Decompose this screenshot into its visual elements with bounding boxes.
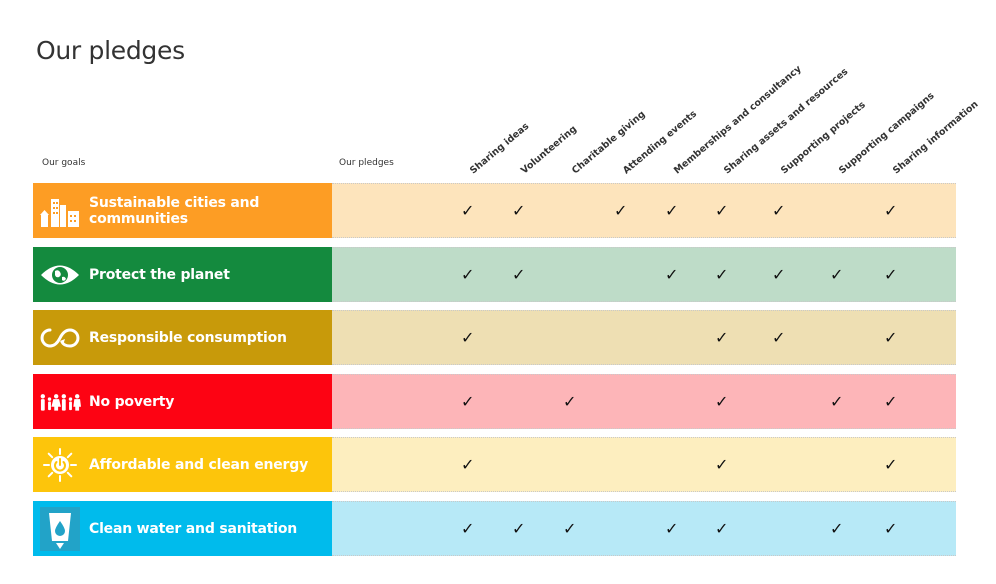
goal-cell: Clean water and sanitation	[33, 501, 332, 556]
check-mark-icon: ✓	[461, 455, 475, 474]
goal-cell: Affordable and clean energy	[33, 437, 332, 492]
check-mark-icon: ✓	[772, 201, 786, 220]
column-header-8: Sharing information	[891, 98, 981, 177]
goal-cell: Protect the planet	[33, 247, 332, 302]
goal-label: No poverty	[89, 393, 175, 410]
column-header-2: Charitable giving	[570, 108, 648, 177]
pledge-cells: ✓ ✓ ✓ ✓ ✓ ✓ ✓	[332, 501, 956, 556]
table-row: Affordable and clean energy ✓ ✓ ✓	[33, 437, 956, 492]
infinity-loop-icon	[39, 320, 81, 356]
goals-column-header: Our goals	[42, 158, 86, 168]
page-title: Our pledges	[36, 36, 185, 65]
check-mark-icon: ✓	[715, 201, 729, 220]
pledge-cells: ✓ ✓ ✓	[332, 437, 956, 492]
check-mark-icon: ✓	[715, 265, 729, 284]
column-header-3: Attending events	[621, 108, 700, 177]
check-mark-icon: ✓	[512, 519, 526, 538]
check-mark-icon: ✓	[715, 328, 729, 347]
table-row: Sustainable cities and communities ✓ ✓ ✓ ✓ ✓ ✓…	[33, 183, 956, 238]
city-buildings-icon	[39, 193, 81, 229]
column-header-5: Sharing assets and resources	[722, 66, 851, 177]
pledge-cells: ✓ ✓ ✓ ✓ ✓ ✓ ✓	[332, 183, 956, 238]
goal-cell: Responsible consumption	[33, 310, 332, 365]
pledges-column-header: Our pledges	[339, 158, 394, 168]
sun-power-icon	[39, 447, 81, 483]
goal-label: Sustainable cities and communities	[89, 194, 260, 227]
water-glass-icon	[39, 506, 81, 551]
column-header-0: Sharing ideas	[468, 120, 532, 177]
check-mark-icon: ✓	[461, 392, 475, 411]
check-mark-icon: ✓	[715, 455, 729, 474]
check-mark-icon: ✓	[461, 328, 475, 347]
check-mark-icon: ✓	[830, 392, 844, 411]
goal-label: Responsible consumption	[89, 329, 287, 346]
check-mark-icon: ✓	[461, 265, 475, 284]
table-row: No poverty ✓ ✓ ✓ ✓ ✓	[33, 374, 956, 429]
table-row: Responsible consumption ✓ ✓ ✓ ✓	[33, 310, 956, 365]
column-header-6: Supporting projects	[779, 99, 868, 177]
check-mark-icon: ✓	[665, 519, 679, 538]
check-mark-icon: ✓	[772, 265, 786, 284]
check-mark-icon: ✓	[884, 265, 898, 284]
column-header-1: Volunteering	[519, 123, 579, 177]
check-mark-icon: ✓	[715, 519, 729, 538]
check-mark-icon: ✓	[830, 265, 844, 284]
check-mark-icon: ✓	[884, 519, 898, 538]
goal-label: Protect the planet	[89, 266, 230, 283]
pledge-cells: ✓ ✓ ✓ ✓ ✓ ✓ ✓	[332, 247, 956, 302]
column-header-7: Supporting campaigns	[837, 90, 937, 177]
check-mark-icon: ✓	[461, 201, 475, 220]
check-mark-icon: ✓	[884, 328, 898, 347]
check-mark-icon: ✓	[512, 265, 526, 284]
goal-cell: Sustainable cities and communities	[33, 183, 332, 238]
check-mark-icon: ✓	[512, 201, 526, 220]
check-mark-icon: ✓	[884, 455, 898, 474]
check-mark-icon: ✓	[830, 519, 844, 538]
check-mark-icon: ✓	[884, 201, 898, 220]
column-header-4: Memberships and consultancy	[672, 63, 804, 177]
check-mark-icon: ✓	[772, 328, 786, 347]
check-mark-icon: ✓	[884, 392, 898, 411]
people-family-icon	[39, 384, 81, 420]
check-mark-icon: ✓	[665, 201, 679, 220]
goal-cell: No poverty	[33, 374, 332, 429]
table-row: Protect the planet ✓ ✓ ✓ ✓ ✓ ✓ ✓	[33, 247, 956, 302]
column-headers: Sharing ideas Volunteering Charitable givi…	[0, 0, 996, 180]
earth-eye-icon	[39, 257, 81, 293]
check-mark-icon: ✓	[665, 265, 679, 284]
check-mark-icon: ✓	[614, 201, 628, 220]
goal-label: Affordable and clean energy	[89, 456, 308, 473]
check-mark-icon: ✓	[563, 392, 577, 411]
table-row: Clean water and sanitation ✓ ✓ ✓ ✓ ✓ ✓ ✓	[33, 501, 956, 556]
check-mark-icon: ✓	[461, 519, 475, 538]
goal-label: Clean water and sanitation	[89, 520, 298, 537]
pledge-cells: ✓ ✓ ✓ ✓	[332, 310, 956, 365]
pledge-cells: ✓ ✓ ✓ ✓ ✓	[332, 374, 956, 429]
check-mark-icon: ✓	[715, 392, 729, 411]
check-mark-icon: ✓	[563, 519, 577, 538]
